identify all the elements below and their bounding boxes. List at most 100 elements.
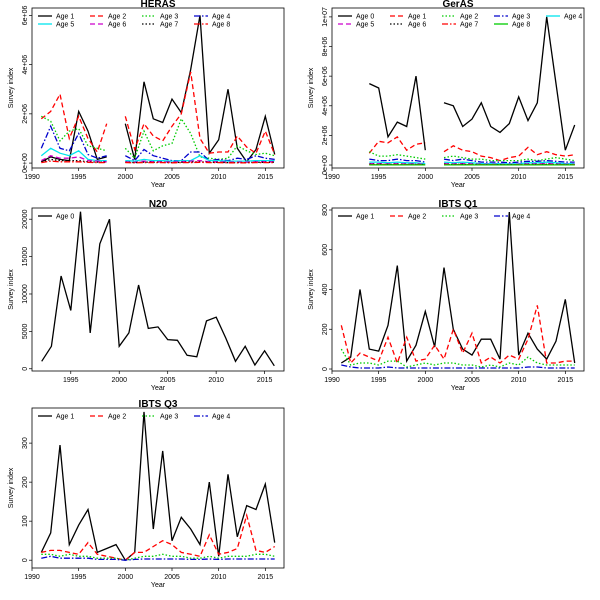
legend-label: Age 2 xyxy=(108,414,126,421)
legend-label: Age 6 xyxy=(408,22,426,29)
x-tick-label: 2005 xyxy=(164,574,180,581)
legend-label: Age 1 xyxy=(56,14,74,21)
chart-title: IBTS Q3 xyxy=(139,399,178,410)
series-line-2 xyxy=(340,348,575,368)
y-tick-label: 10000 xyxy=(22,284,29,304)
plot-frame xyxy=(31,7,285,169)
x-tick-label: 2005 xyxy=(160,377,176,384)
chart-title: GerAS xyxy=(442,0,473,10)
plot-frame xyxy=(331,7,585,169)
y-tick-label: 0 xyxy=(22,367,29,371)
series-group xyxy=(41,211,275,367)
y-tick-label: 0e+00 xyxy=(322,155,329,175)
x-tick-label: 2015 xyxy=(258,574,274,581)
legend-label: Age 7 xyxy=(460,22,478,29)
x-tick-label: 2010 xyxy=(211,174,227,181)
x-tick-label: 1995 xyxy=(71,174,87,181)
x-tick-label: 2015 xyxy=(257,377,273,384)
y-tick-label: 0 xyxy=(322,367,329,371)
y-tick-label: 100 xyxy=(22,515,29,527)
x-tick-label: 2015 xyxy=(558,377,574,384)
legend-label: Age 3 xyxy=(512,14,530,21)
legend-label: Age 1 xyxy=(56,414,74,421)
x-tick-label: 1995 xyxy=(371,377,387,384)
chart-panel-4: IBTS Q3 1990 1995 2000 2005 2010 2015 Year 0 100 2… xyxy=(8,399,285,589)
legend-label: Age 2 xyxy=(460,14,478,21)
chart-panel-1: GerAS 1990 1995 2000 2005 2010 2015 Year 0e+00 2e… xyxy=(308,0,585,189)
series-line-3 xyxy=(369,158,575,164)
series-line-4 xyxy=(40,147,275,162)
series-line-3 xyxy=(341,364,575,369)
y-tick-label: 400 xyxy=(322,284,329,296)
x-axis-label: Year xyxy=(151,582,166,589)
series-line-5 xyxy=(40,155,275,163)
y-axis-label: Survey index xyxy=(8,467,15,508)
x-tick-label: 2010 xyxy=(211,574,227,581)
series-line-2 xyxy=(41,553,275,561)
series-group xyxy=(340,211,576,369)
legend-label: Age 5 xyxy=(356,22,374,29)
legend-label: Age 8 xyxy=(512,22,530,29)
x-tick-label: 2000 xyxy=(118,574,134,581)
y-tick-label: 800 xyxy=(322,204,329,216)
x-tick-label: 1990 xyxy=(324,377,340,384)
x-tick-label: 2000 xyxy=(111,377,127,384)
y-tick-label: 0e+00 xyxy=(22,153,29,173)
legend-label: Age 4 xyxy=(212,414,230,421)
y-tick-label: 200 xyxy=(22,476,29,488)
x-tick-label: 2015 xyxy=(558,174,574,181)
y-axis-label: Survey index xyxy=(8,269,15,310)
y-tick-label: 20000 xyxy=(22,209,29,229)
x-tick-label: 2000 xyxy=(118,174,134,181)
x-tick-label: 2010 xyxy=(208,377,224,384)
y-tick-label: 600 xyxy=(322,244,329,256)
chart-title: IBTS Q1 xyxy=(439,199,478,210)
x-tick-label: 1990 xyxy=(24,174,40,181)
legend-label: Age 3 xyxy=(160,14,178,21)
legend-label: Age 4 xyxy=(512,214,530,221)
series-line-0 xyxy=(41,211,275,367)
series-line-3 xyxy=(40,124,275,162)
y-tick-label: 8e+06 xyxy=(322,37,329,57)
y-tick-label: 4e+06 xyxy=(322,96,329,116)
legend-label: Age 2 xyxy=(108,14,126,21)
chart-title: HERAS xyxy=(140,0,175,10)
legend-label: Age 3 xyxy=(160,414,178,421)
legend-label: Age 4 xyxy=(564,14,582,21)
legend-label: Age 8 xyxy=(212,22,230,29)
legend-label: Age 0 xyxy=(356,14,374,21)
series-line-1 xyxy=(368,136,575,162)
legend-label: Age 1 xyxy=(356,214,374,221)
x-tick-label: 1995 xyxy=(371,174,387,181)
x-tick-label: 2010 xyxy=(511,377,527,384)
y-tick-label: 200 xyxy=(322,323,329,335)
y-tick-label: 5000 xyxy=(22,323,29,339)
x-tick-label: 2015 xyxy=(258,174,274,181)
x-tick-label: 2005 xyxy=(464,174,480,181)
y-tick-label: 2e+06 xyxy=(22,104,29,124)
x-tick-label: 2000 xyxy=(418,174,434,181)
legend-label: Age 2 xyxy=(408,214,426,221)
y-tick-label: 0 xyxy=(22,558,29,562)
x-axis-label: Year xyxy=(451,182,466,189)
series-line-2 xyxy=(369,151,575,162)
x-tick-label: 2005 xyxy=(464,377,480,384)
series-line-3 xyxy=(41,555,275,561)
x-axis-label: Year xyxy=(151,182,166,189)
series-line-0 xyxy=(40,411,276,562)
series-line-1 xyxy=(40,71,276,155)
series-group xyxy=(40,15,276,164)
legend-label: Age 0 xyxy=(56,214,74,221)
series-line-0 xyxy=(40,15,276,163)
y-tick-label: 6e+06 xyxy=(322,66,329,86)
legend-label: Age 3 xyxy=(460,214,478,221)
x-axis-label: Year xyxy=(151,385,166,392)
plot-frame xyxy=(331,207,585,372)
x-axis-label: Year xyxy=(451,385,466,392)
chart-panel-2: N20 1995 2000 2005 2010 2015 Year 0 5000 10000 150… xyxy=(8,199,285,392)
series-group xyxy=(368,16,576,166)
series-line-1 xyxy=(41,512,276,561)
y-tick-label: 4e+06 xyxy=(22,55,29,75)
series-group xyxy=(40,411,276,562)
